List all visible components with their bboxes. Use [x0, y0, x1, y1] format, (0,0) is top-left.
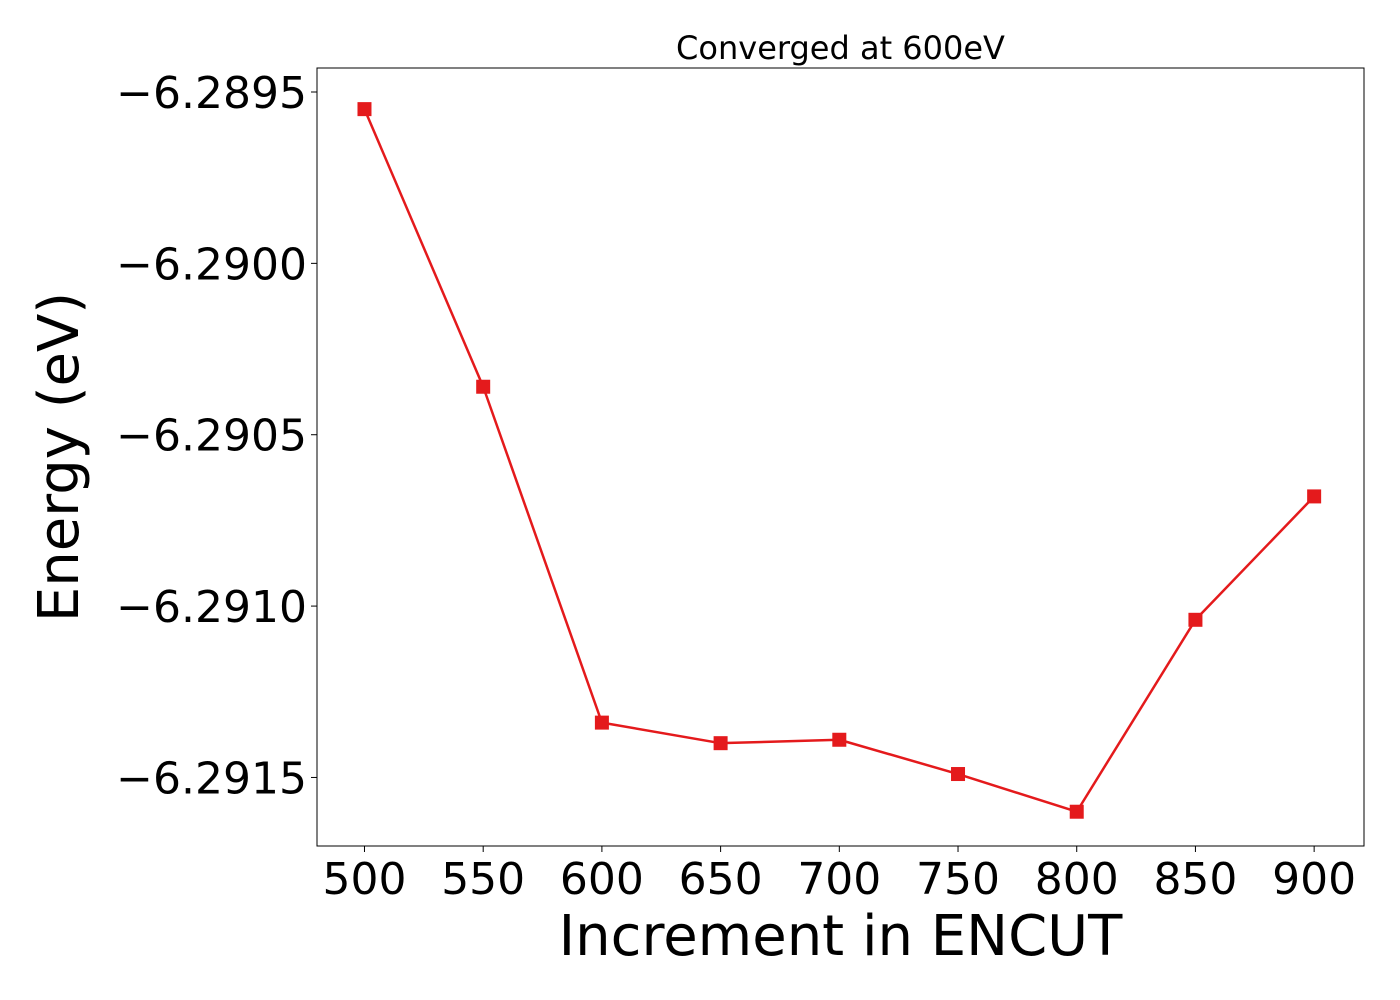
- y-axis-ticks: −6.2895 −6.2900 −6.2905 −6.2910 −6.2915: [116, 68, 317, 804]
- x-tick-label: 650: [679, 854, 763, 905]
- y-tick-label: −6.2900: [116, 239, 307, 290]
- data-point-marker: [594, 715, 609, 730]
- data-point-marker: [832, 732, 847, 747]
- x-tick-label: 900: [1272, 854, 1356, 905]
- y-tick-label: −6.2915: [116, 753, 307, 804]
- x-tick-label: 600: [560, 854, 644, 905]
- y-tick-label: −6.2910: [116, 582, 307, 633]
- data-point-marker: [357, 102, 372, 117]
- x-tick-label: 750: [916, 854, 1000, 905]
- y-axis-label: Energy (eV): [27, 292, 92, 622]
- y-tick-label: −6.2895: [116, 68, 307, 119]
- data-point-marker: [951, 767, 966, 782]
- data-point-marker: [476, 379, 491, 394]
- x-axis-label: Increment in ENCUT: [559, 904, 1124, 969]
- plot-frame: [316, 67, 1365, 847]
- data-point-marker: [1188, 612, 1203, 627]
- x-tick-label: 500: [322, 854, 406, 905]
- x-tick-label: 850: [1153, 854, 1237, 905]
- y-tick-label: −6.2905: [116, 411, 307, 462]
- x-tick-label: 800: [1035, 854, 1119, 905]
- x-tick-label: 700: [797, 854, 881, 905]
- data-point-marker: [1307, 489, 1322, 504]
- x-axis-ticks: 500 550 600 650 700 750 800 850 900: [322, 846, 1356, 905]
- chart-title: Converged at 600eV: [676, 29, 1005, 67]
- x-tick-label: 550: [441, 854, 525, 905]
- data-point-marker: [713, 736, 728, 751]
- series-layer: [357, 102, 1322, 819]
- data-point-marker: [1069, 804, 1084, 819]
